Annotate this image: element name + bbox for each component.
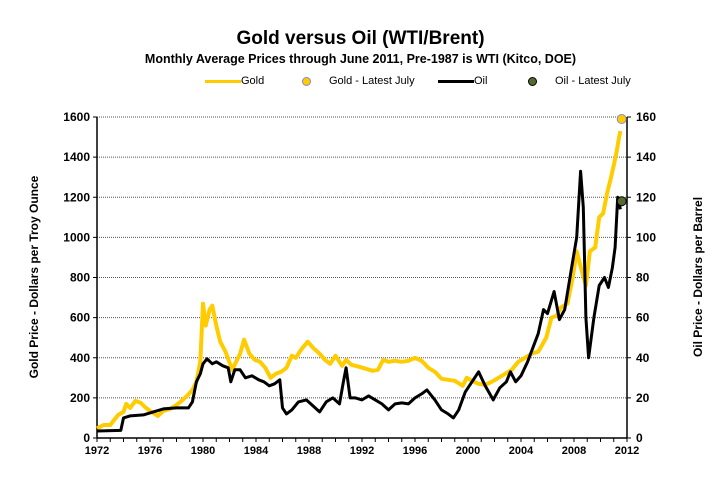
x-tick-label: 2004: [509, 445, 534, 457]
legend-oil-line-icon: [438, 79, 474, 83]
legend-item-oil: Oil: [438, 73, 487, 89]
x-tick-label: 2012: [615, 445, 639, 457]
y-tick-label-right: 100: [636, 230, 656, 244]
legend-item-gold-latest: Gold - Latest July: [302, 73, 415, 89]
tick-labels: 0 0 200 20 400 40 600 60 800 80 1000 100 1200 120 1400…: [63, 110, 656, 457]
gridlines: [97, 116, 627, 399]
legend: Gold Gold - Latest July Oil Oil - Latest…: [0, 73, 721, 89]
legend-gold-line-icon: [205, 79, 241, 83]
gold-latest-july-marker: [616, 114, 627, 125]
y-tick-label-right: 20: [636, 391, 650, 405]
y-tick-label-right: 40: [636, 351, 650, 365]
legend-oil-latest-marker-icon: [528, 76, 537, 86]
series-layer: [96, 130, 623, 433]
legend-oil-latest-label: Oil - Latest July: [555, 75, 631, 87]
x-tick-label: 2008: [562, 445, 586, 457]
series-line-gold: [96, 130, 623, 431]
y-tick-label-left: 1400: [63, 150, 90, 164]
y-tick-label-right: 120: [636, 190, 656, 204]
chart-title: Gold versus Oil (WTI/Brent): [236, 28, 485, 49]
chart-subtitle: Monthly Average Prices through June 2011…: [144, 52, 577, 66]
y-tick-label-right: 140: [636, 150, 656, 164]
oil-latest-july-marker: [616, 196, 627, 207]
x-tick-label: 1988: [297, 445, 321, 457]
legend-item-gold: Gold: [205, 73, 264, 89]
axes: [93, 116, 631, 442]
markers-layer: [616, 114, 627, 207]
y-tick-label-left: 400: [70, 351, 90, 365]
legend-gold-latest-marker-icon: [302, 76, 311, 86]
y-tick-label-right: 80: [636, 271, 650, 285]
y-tick-label-left: 200: [70, 391, 90, 405]
y-tick-label-left: 0: [83, 431, 90, 445]
y-tick-label-right: 0: [636, 431, 643, 445]
x-tick-label: 1972: [85, 445, 109, 457]
y-tick-label-right: 160: [636, 110, 656, 124]
y-tick-label-left: 600: [70, 311, 90, 325]
legend-gold-label: Gold: [241, 75, 265, 87]
x-tick-label: 1992: [350, 445, 374, 457]
legend-oil-label: Oil: [474, 75, 488, 87]
y-tick-label-left: 1200: [63, 190, 90, 204]
y-tick-label-right: 60: [636, 311, 650, 325]
x-tick-label: 1996: [403, 445, 427, 457]
legend-gold-latest-label: Gold - Latest July: [329, 75, 415, 87]
y-tick-label-left: 1000: [63, 230, 90, 244]
x-tick-label: 2000: [456, 445, 480, 457]
y-tick-label-left: 1600: [63, 110, 90, 124]
y-tick-label-left: 800: [70, 271, 90, 285]
x-tick-label: 1984: [244, 445, 269, 457]
x-tick-label: 1980: [191, 445, 215, 457]
x-tick-label: 1976: [138, 445, 162, 457]
series-line-oil: [96, 169, 622, 433]
legend-item-oil-latest: Oil - Latest July: [528, 73, 631, 89]
